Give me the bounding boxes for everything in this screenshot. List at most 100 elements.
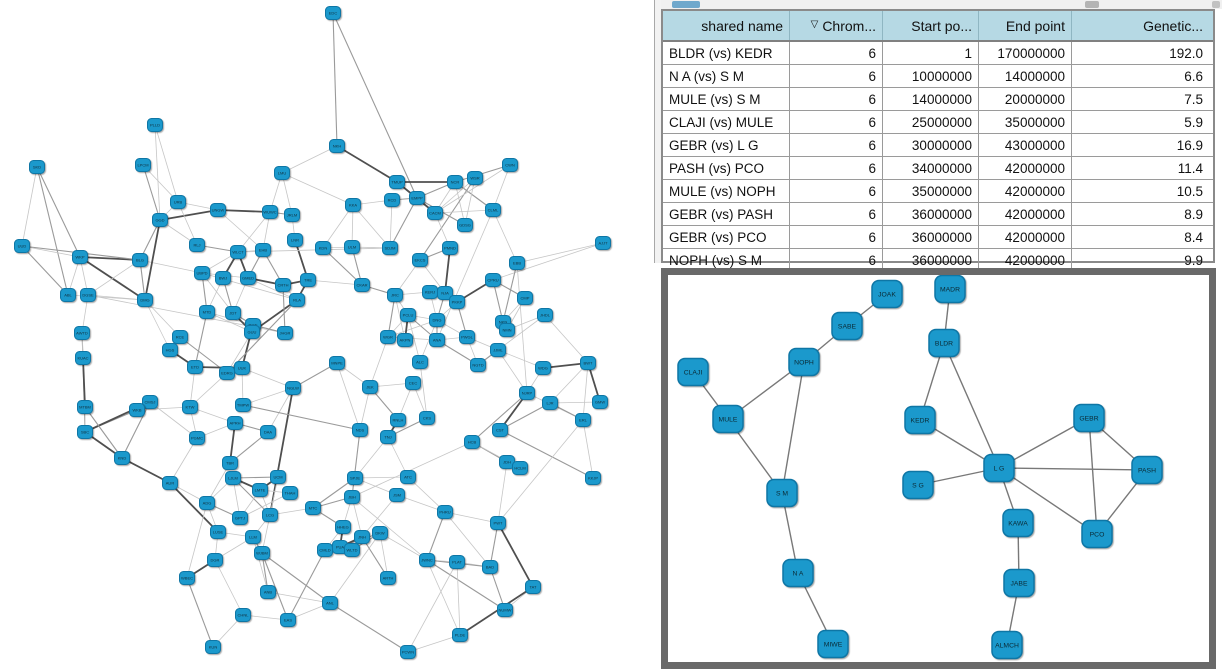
network-edge[interactable]: [232, 477, 271, 516]
network-edge[interactable]: [186, 502, 208, 579]
network-node[interactable]: TAT: [525, 580, 541, 594]
network-node[interactable]: SPJE: [347, 471, 363, 485]
network-node[interactable]: CMP: [517, 291, 533, 305]
network-node[interactable]: PKKP: [449, 295, 465, 309]
table-cell[interactable]: 36000000: [883, 203, 979, 225]
table-cell[interactable]: 42000000: [979, 180, 1072, 202]
network-node[interactable]: PHRU: [437, 505, 453, 519]
table-cell[interactable]: CLAJI (vs) MULE: [663, 111, 790, 133]
table-cell[interactable]: 6: [790, 65, 883, 87]
network-node[interactable]: UCM: [270, 470, 286, 484]
network-node[interactable]: SKD: [29, 160, 45, 174]
network-edge[interactable]: [419, 361, 428, 419]
filter-icon[interactable]: ▽: [810, 19, 819, 30]
network-edge[interactable]: [21, 166, 38, 247]
network-edge[interactable]: [169, 482, 219, 533]
network-edge[interactable]: [359, 386, 371, 431]
network-node[interactable]: GMW: [592, 395, 608, 409]
table-cell[interactable]: 35000000: [883, 180, 979, 202]
network-edge[interactable]: [499, 429, 594, 479]
network-edge[interactable]: [492, 164, 511, 211]
network-node[interactable]: UNGW: [210, 203, 226, 217]
network-edge[interactable]: [497, 314, 546, 351]
network-node[interactable]: BLDR: [928, 328, 960, 358]
table-cell[interactable]: 10000000: [883, 65, 979, 87]
network-node[interactable]: PCWN: [400, 645, 416, 659]
network-edge[interactable]: [139, 259, 203, 274]
network-node[interactable]: DNG: [429, 313, 445, 327]
network-node[interactable]: AJJT: [595, 236, 611, 250]
table-row[interactable]: N A (vs) S M 6 10000000 14000000 6.6: [663, 65, 1213, 88]
network-node[interactable]: PCLU: [400, 308, 416, 322]
network-edge[interactable]: [426, 559, 461, 636]
network-edge[interactable]: [217, 209, 264, 251]
network-node[interactable]: EHB: [255, 243, 271, 257]
network-edge[interactable]: [516, 242, 604, 264]
network-edge[interactable]: [36, 166, 69, 296]
network-node[interactable]: RLJ: [189, 238, 205, 252]
network-edge[interactable]: [214, 559, 244, 616]
column-header-end-point[interactable]: End point: [979, 11, 1072, 40]
network-edge[interactable]: [459, 586, 534, 636]
network-node[interactable]: ABL: [60, 288, 76, 302]
network-node[interactable]: KTW: [182, 400, 198, 414]
network-edge[interactable]: [1088, 417, 1098, 535]
network-edge[interactable]: [497, 419, 584, 524]
network-edge[interactable]: [781, 361, 805, 494]
network-edge[interactable]: [144, 219, 161, 301]
network-node[interactable]: L G: [983, 453, 1015, 483]
network-node[interactable]: HHEG: [335, 520, 351, 534]
table-cell[interactable]: 192.0: [1169, 45, 1203, 61]
network-edge[interactable]: [281, 145, 338, 174]
network-node[interactable]: EAS: [280, 613, 296, 627]
network-node[interactable]: PLDE: [452, 628, 468, 642]
table-cell[interactable]: GEBR (vs) L G: [663, 134, 790, 156]
network-edge[interactable]: [281, 172, 354, 206]
network-node[interactable]: JDT: [225, 306, 241, 320]
network-node[interactable]: MTBM: [77, 400, 93, 414]
network-node[interactable]: NCR: [447, 175, 463, 189]
network-node[interactable]: PASH: [1131, 455, 1163, 485]
network-edge[interactable]: [252, 536, 269, 593]
table-cell[interactable]: 34000000: [883, 157, 979, 179]
network-node[interactable]: KKA: [345, 198, 361, 212]
network-node[interactable]: JRLM: [284, 208, 300, 222]
network-node[interactable]: WKB: [129, 403, 145, 417]
table-cell[interactable]: 8.4: [1184, 229, 1203, 245]
network-node[interactable]: WDG: [535, 361, 551, 375]
network-node[interactable]: KND: [114, 451, 130, 465]
network-node[interactable]: LUSE: [210, 525, 226, 539]
network-node[interactable]: DGR: [207, 553, 223, 567]
network-node[interactable]: RCD: [384, 193, 400, 207]
network-node[interactable]: JHGR: [277, 326, 293, 340]
network-node[interactable]: GPTJ: [232, 511, 248, 525]
network-node[interactable]: AUR: [162, 476, 178, 490]
network-edge[interactable]: [489, 522, 499, 568]
network-edge[interactable]: [154, 124, 179, 203]
network-edge[interactable]: [217, 209, 271, 213]
network-node[interactable]: ERL: [575, 413, 591, 427]
table-row[interactable]: GEBR (vs) L G 6 30000000 43000000 16.9: [663, 134, 1213, 157]
network-node[interactable]: THAH: [282, 486, 298, 500]
network-node[interactable]: ANA: [429, 333, 445, 347]
network-edge[interactable]: [998, 467, 1148, 471]
network-node[interactable]: DGSE: [80, 288, 96, 302]
table-cell[interactable]: MULE (vs) S M: [663, 88, 790, 110]
network-node[interactable]: ARTH: [380, 571, 396, 585]
main-network-svg[interactable]: EDC PLLD SKD LPCM LMU URB UNGW WUWC JRLM LNR RLJ WL…: [0, 0, 648, 669]
column-header-shared-name[interactable]: shared name: [663, 11, 790, 40]
network-edge[interactable]: [332, 12, 338, 147]
network-edge[interactable]: [419, 177, 476, 261]
table-cell[interactable]: GEBR (vs) PCO: [663, 226, 790, 248]
network-edge[interactable]: [426, 559, 506, 611]
table-row[interactable]: BLDR (vs) KEDR 6 1 170000000 192.0: [663, 42, 1213, 65]
network-node[interactable]: CHNL: [235, 608, 251, 622]
network-node[interactable]: SBC: [77, 425, 93, 439]
network-node[interactable]: JABE: [1003, 568, 1035, 598]
network-node[interactable]: GUU: [244, 325, 260, 339]
network-node[interactable]: SDJM: [382, 241, 398, 255]
network-edge[interactable]: [582, 419, 594, 479]
network-node[interactable]: LJLM: [225, 471, 241, 485]
network-node[interactable]: BAD: [482, 560, 498, 574]
table-cell[interactable]: N A (vs) S M: [663, 65, 790, 87]
